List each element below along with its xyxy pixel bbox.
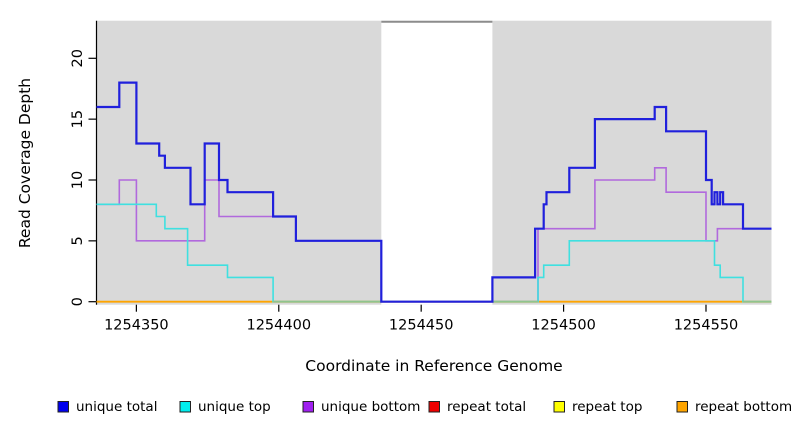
legend-swatch-repeat-top	[553, 401, 565, 413]
x-tick-label: 1254500	[531, 318, 596, 334]
x-axis-label: Coordinate in Reference Genome	[305, 357, 562, 375]
legend-label-repeat-bottom: repeat bottom	[695, 399, 792, 415]
legend: unique total unique top unique bottom repea…	[57, 399, 792, 415]
legend-label-unique-top: unique top	[198, 399, 271, 415]
y-tick-label: 5	[70, 236, 86, 245]
legend-swatch-unique-top	[179, 401, 191, 413]
series-line-unique-total	[96, 81, 772, 303]
series-lines	[96, 81, 772, 303]
legend-swatch-repeat-total	[428, 401, 440, 413]
x-tick-label: 1254450	[389, 318, 454, 334]
y-axis-label: Read Coverage Depth	[16, 78, 34, 248]
axes: 0 5 10 15 20 1254350 1254400 1254450 1254500 1254…	[70, 20, 739, 334]
x-tick-label: 1254550	[674, 318, 739, 334]
legend-swatch-repeat-bottom	[676, 401, 688, 413]
plot-background	[96, 20, 772, 305]
legend-label-repeat-total: repeat total	[447, 399, 526, 415]
y-tick-label: 0	[70, 297, 86, 306]
masked-region	[381, 20, 493, 305]
x-tick-label: 1254350	[104, 318, 169, 334]
legend-label-repeat-top: repeat top	[572, 399, 642, 415]
y-tick-label: 10	[70, 171, 86, 189]
legend-swatch-unique-bottom	[302, 401, 314, 413]
legend-label-unique-total: unique total	[76, 399, 157, 415]
legend-label-unique-bottom: unique bottom	[321, 399, 420, 415]
y-tick-label: 20	[70, 49, 86, 67]
y-tick-label: 15	[70, 110, 86, 128]
legend-swatch-unique-total	[57, 401, 69, 413]
series-line-unique-top	[96, 203, 772, 303]
x-tick-label: 1254400	[246, 318, 311, 334]
